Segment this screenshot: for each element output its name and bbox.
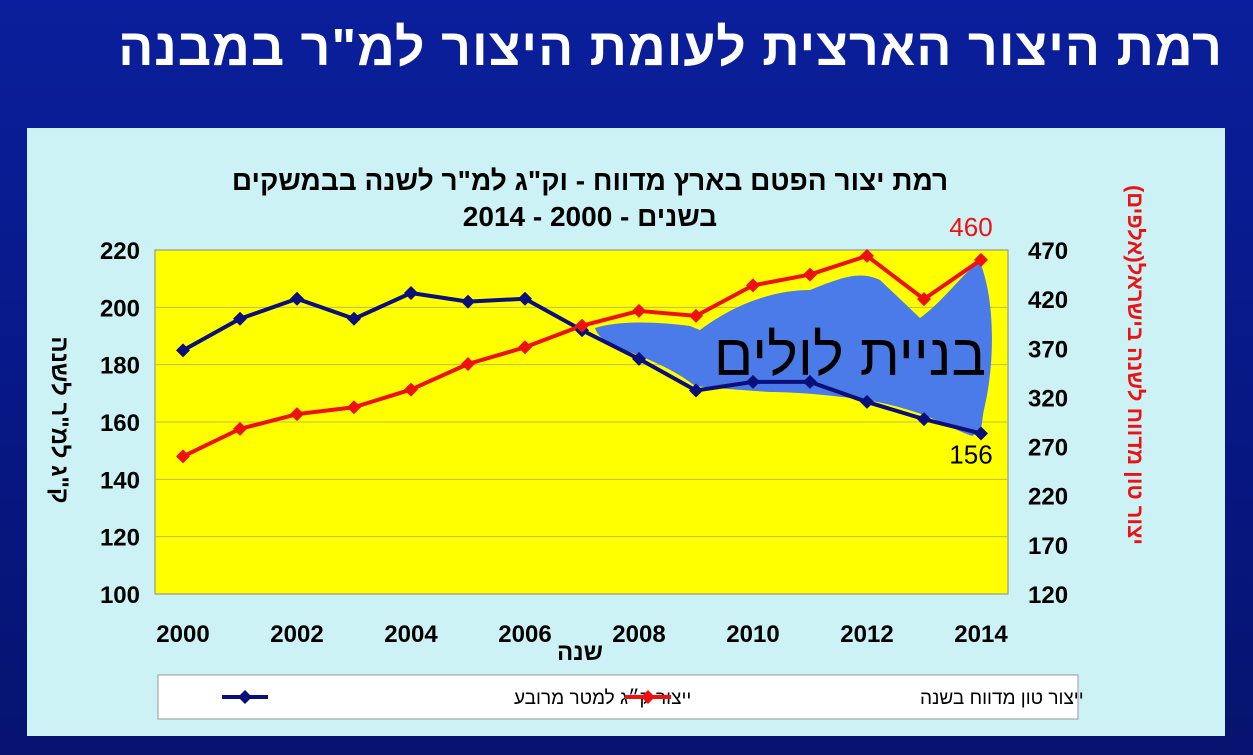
x-tick-label: 2008 <box>612 621 665 648</box>
x-tick-label: 2012 <box>840 621 893 648</box>
left-tick-label: 140 <box>100 467 140 494</box>
right-tick-label: 370 <box>1028 336 1068 363</box>
slide-title: רמת היצור הארצית לעומת היצור למ"ר במבנה <box>118 19 1223 77</box>
right-tick-label: 320 <box>1028 385 1068 412</box>
legend-marker-series-0 <box>238 690 252 704</box>
x-axis-ticks: 2000 2002 2004 2006 2008 2010 2012 2014 <box>156 621 1008 648</box>
x-axis-label: שנה <box>557 639 603 666</box>
chart-title-line1: רמת יצור הפטם בארץ מדווח - וק"ג למ"ר לשנ… <box>232 165 948 196</box>
series-1-point <box>176 449 190 464</box>
series-0-point <box>689 383 703 398</box>
annotation-text: בניית לולים <box>714 323 986 388</box>
series-0-point <box>347 311 361 326</box>
right-tick-label: 170 <box>1028 533 1068 560</box>
right-tick-label: 270 <box>1028 435 1068 462</box>
left-tick-label: 160 <box>100 410 140 437</box>
series-1-point <box>917 292 931 307</box>
series-1-point <box>803 267 817 282</box>
right-tick-label: 470 <box>1028 238 1068 265</box>
annotation-shape <box>595 262 992 436</box>
series-1-point <box>461 357 475 372</box>
data-labels: 460 156 <box>949 212 992 470</box>
left-tick-label: 180 <box>100 353 140 380</box>
x-tick-label: 2006 <box>498 621 551 648</box>
data-label: 156 <box>949 439 992 469</box>
left-axis-ticks: 100 120 140 160 180 200 220 <box>100 238 140 609</box>
series-1-point <box>974 252 988 267</box>
series-0-point <box>917 412 931 427</box>
y-axis-label-left: ק"ג למ"ר לשנה <box>46 336 73 503</box>
series-0-point <box>233 311 247 326</box>
legend-label-series-1: ייצור טון מדווח בשנה <box>920 688 1084 709</box>
series-1-point <box>518 340 532 355</box>
series-0-point <box>518 291 532 306</box>
series-1-point <box>233 421 247 436</box>
right-tick-label: 120 <box>1028 582 1068 609</box>
series-0-point <box>176 343 190 358</box>
series-0-point <box>632 351 646 366</box>
x-tick-label: 2014 <box>954 621 1008 648</box>
x-tick-label: 2002 <box>270 621 323 648</box>
legend-marker-series-1 <box>641 690 655 704</box>
series-0-point <box>974 426 988 441</box>
data-label: 460 <box>949 212 992 242</box>
series-0-point <box>746 374 760 389</box>
x-tick-label: 2000 <box>156 621 209 648</box>
series-1-point <box>347 400 361 415</box>
right-axis-ticks: 120 170 220 270 320 370 420 470 <box>1028 238 1068 609</box>
series-1-point <box>860 248 874 263</box>
series-1-point <box>404 382 418 397</box>
series-1-point <box>689 308 703 323</box>
right-tick-label: 220 <box>1028 484 1068 511</box>
x-tick-label: 2004 <box>384 621 438 648</box>
x-tick-label: 2010 <box>726 621 779 648</box>
series-1-point <box>746 278 760 293</box>
legend-box <box>157 674 1079 720</box>
series-1-point <box>575 318 589 333</box>
left-tick-label: 200 <box>100 295 140 322</box>
series-markers <box>176 248 988 464</box>
chart-title-line2: בשנים - 2000 - 2014 <box>463 201 717 232</box>
left-tick-label: 120 <box>100 525 140 552</box>
series-0-point <box>860 394 874 409</box>
right-tick-label: 420 <box>1028 287 1068 314</box>
series-0-point <box>290 291 304 306</box>
left-tick-label: 220 <box>100 238 140 265</box>
series-0-point <box>461 294 475 309</box>
y-axis-label-right: יצור טון מדווח לשנה בישראל(אלפים) <box>1123 185 1148 545</box>
series-1-point <box>632 303 646 318</box>
series-0-point <box>803 374 817 389</box>
series-0-point <box>404 286 418 300</box>
legend-item-series-1: ייצור טון מדווח בשנה <box>625 688 1084 709</box>
left-tick-label: 100 <box>100 582 140 609</box>
series-1-point <box>290 407 304 422</box>
